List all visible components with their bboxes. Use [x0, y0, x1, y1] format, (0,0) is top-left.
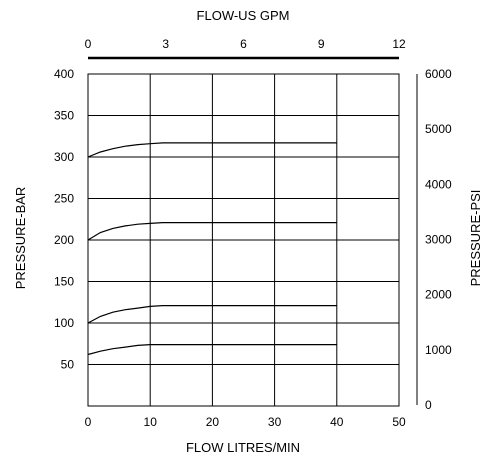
y-axis-title: PRESSURE-BAR: [13, 187, 28, 290]
x-axis-title: FLOW LITRES/MIN: [186, 440, 300, 455]
y2-tick-label-6: 6000: [425, 67, 452, 81]
y2-tick-label-1: 1000: [425, 343, 452, 357]
y-tick-label-3: 200: [54, 233, 74, 247]
x-tick-label-2: 20: [206, 415, 220, 429]
y-tick-label-7: 400: [54, 67, 74, 81]
series-lines: [87, 142, 337, 356]
y-tick-label-2: 150: [54, 275, 74, 289]
y2-tick-label-2: 2000: [425, 288, 452, 302]
y2-axis-title: PRESSURE-PSI: [468, 190, 483, 287]
x2-tick-label-0: 0: [85, 37, 92, 51]
series-line-1: [87, 142, 337, 158]
x-tick-label-1: 10: [144, 415, 158, 429]
x-tick-label-0: 0: [85, 415, 92, 429]
y2-tick-label-3: 3000: [425, 233, 452, 247]
y2-tick-label-0: 0: [425, 398, 432, 412]
series-line-4: [87, 344, 337, 356]
x2-axis-title: FLOW-US GPM: [197, 8, 290, 23]
y-tick-label-0: 50: [61, 358, 75, 372]
series-line-2: [87, 222, 337, 241]
y2-tick-label-4: 4000: [425, 177, 452, 191]
x2-tick-label-3: 9: [318, 37, 325, 51]
y2-tick-label-5: 5000: [425, 122, 452, 136]
x-tick-label-4: 40: [330, 415, 344, 429]
x-tick-label-5: 50: [392, 415, 406, 429]
y-tick-label-1: 100: [54, 316, 74, 330]
series-line-3: [87, 305, 337, 324]
x2-tick-label-4: 12: [392, 37, 406, 51]
x-tick-label-3: 30: [268, 415, 282, 429]
y-tick-label-5: 300: [54, 150, 74, 164]
x2-tick-label-2: 6: [240, 37, 247, 51]
x2-tick-label-1: 3: [162, 37, 169, 51]
grid: [87, 56, 418, 407]
y-tick-label-4: 250: [54, 192, 74, 206]
y-tick-label-6: 350: [54, 109, 74, 123]
